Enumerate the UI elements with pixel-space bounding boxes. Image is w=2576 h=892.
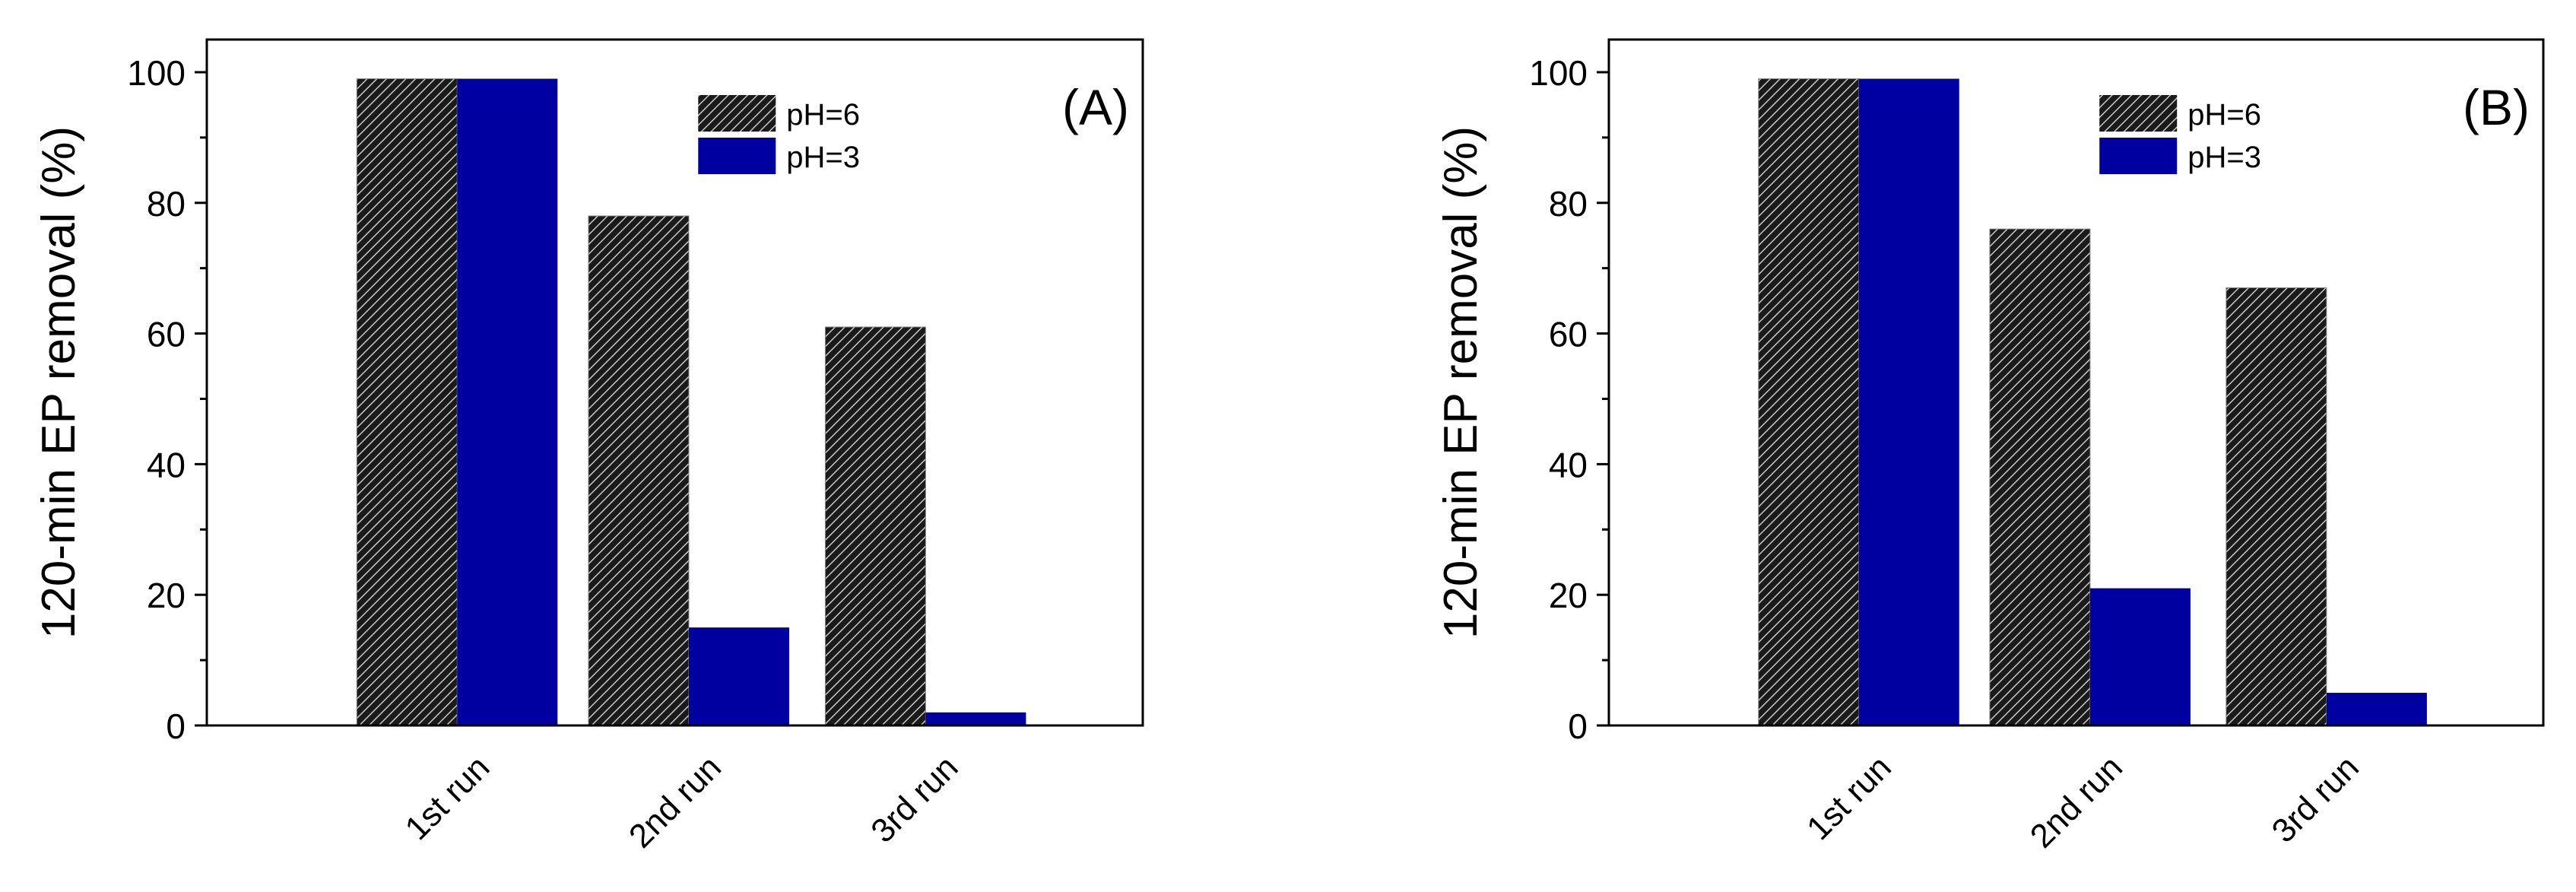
chart-panel-a: 0 20 40 60 80 100 1st run 2nd run 3rd run 120-min… [33, 38, 1144, 855]
legend: pH=6 pH=3 [2099, 95, 2261, 174]
bar-ph6-3 [2225, 287, 2327, 726]
legend-label: pH=3 [786, 141, 860, 174]
legend-label: pH=3 [2187, 141, 2261, 174]
panel-label: (B) [2463, 79, 2530, 135]
y-tick-label: 60 [1549, 315, 1588, 354]
panel-label: (A) [1062, 79, 1129, 135]
bar-ph3-1 [457, 78, 558, 726]
y-tick-label: 0 [166, 706, 186, 746]
y-tick-label: 60 [147, 315, 186, 354]
y-tick-label: 20 [147, 576, 186, 615]
y-axis-label: 120-min EP removal (%) [1435, 126, 1487, 639]
y-tick-label: 0 [1568, 706, 1588, 746]
legend-swatch [2099, 138, 2178, 174]
plot-frame [205, 38, 1144, 727]
bar-ph3-3 [2326, 693, 2427, 725]
legend-label: pH=6 [786, 98, 860, 132]
bar-ph6-1 [1758, 78, 1860, 726]
bar-ph6-1 [356, 78, 458, 726]
y-tick-label: 80 [1549, 184, 1588, 224]
x-tick-label: 3rd run [2265, 748, 2366, 849]
x-tick-label: 3rd run [864, 748, 965, 849]
bar-ph3-2 [2089, 588, 2191, 725]
y-tick-label: 40 [147, 445, 186, 484]
bar-ph3-3 [925, 712, 1026, 725]
bar-ph6-2 [588, 215, 690, 726]
chart-panel-b: 0 20 40 60 80 100 1st run 2nd run 3rd run 120-min… [1435, 38, 2545, 855]
y-tick-label: 100 [127, 53, 186, 93]
bar-ph6-3 [824, 326, 926, 726]
x-tick-label: 2nd run [622, 748, 728, 855]
plot-frame [1607, 38, 2545, 727]
bar-ph6-2 [1989, 228, 2091, 726]
x-tick-label: 2nd run [2023, 748, 2130, 855]
y-tick-label: 40 [1549, 445, 1588, 484]
legend: pH=6 pH=3 [698, 95, 860, 174]
legend-swatch [698, 138, 776, 174]
y-tick-label: 20 [1549, 576, 1588, 615]
legend-swatch [698, 95, 776, 132]
bar-ph3-1 [1858, 78, 1959, 726]
y-axis-label: 120-min EP removal (%) [33, 126, 85, 639]
y-tick-label: 100 [1529, 53, 1588, 93]
y-tick-label: 80 [147, 184, 186, 224]
legend-swatch [2099, 95, 2178, 132]
x-tick-label: 1st run [398, 748, 497, 847]
bar-ph3-2 [688, 627, 789, 725]
legend-label: pH=6 [2187, 98, 2261, 132]
x-tick-label: 1st run [1800, 748, 1899, 847]
